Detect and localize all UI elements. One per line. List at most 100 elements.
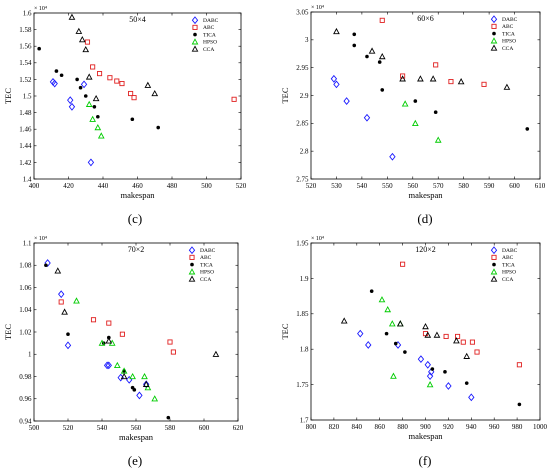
y-tick-label: 1.8 xyxy=(300,346,309,354)
data-point xyxy=(120,372,128,380)
data-point xyxy=(231,96,237,102)
panel-caption: (c) xyxy=(128,211,142,226)
x-tick-label: 620 xyxy=(233,424,244,432)
data-point xyxy=(399,75,406,82)
series-hpso xyxy=(73,297,159,402)
data-point xyxy=(343,97,350,105)
series-cca xyxy=(333,27,511,90)
legend-marker xyxy=(491,254,497,260)
legend-label: HPSO xyxy=(502,39,516,45)
data-point xyxy=(426,381,434,388)
legend-marker xyxy=(492,262,496,267)
x-tick-label: 580 xyxy=(165,424,176,432)
data-point xyxy=(128,90,134,97)
series-abc xyxy=(400,261,522,368)
legend-marker xyxy=(188,275,196,282)
y-tick-label: 0.94 xyxy=(19,417,32,425)
data-point xyxy=(368,47,376,54)
y-tick-label: 1.95 xyxy=(296,239,309,247)
y-multiplier: × 10⁴ xyxy=(311,5,324,11)
y-tick-label: 3 xyxy=(305,36,309,44)
legend-label: CCA xyxy=(502,277,513,283)
y-tick-label: 2.8 xyxy=(300,148,309,156)
data-point xyxy=(59,73,64,78)
x-tick-label: 960 xyxy=(489,423,500,431)
data-point xyxy=(369,289,374,293)
x-tick-label: 980 xyxy=(512,423,523,431)
y-tick-label: 1.02 xyxy=(19,328,32,336)
x-tick-label: 560 xyxy=(408,182,419,190)
data-point xyxy=(457,78,465,85)
data-point xyxy=(352,32,357,37)
x-axis-label: makespan xyxy=(409,431,444,441)
y-tick-label: 0.98 xyxy=(19,373,32,381)
data-point xyxy=(340,317,348,324)
legend-marker xyxy=(188,246,196,255)
x-tick-label: 530 xyxy=(331,182,342,190)
x-tick-label: 540 xyxy=(357,182,368,190)
data-point xyxy=(44,263,48,268)
x-tick-label: 940 xyxy=(466,423,477,431)
series-cca xyxy=(54,267,220,387)
data-point xyxy=(413,99,418,103)
data-point xyxy=(429,75,437,82)
y-tick-label: 1.44 xyxy=(19,142,32,150)
y-tick-label: 1.4 xyxy=(23,175,32,183)
data-point xyxy=(75,27,83,34)
y-tick-label: 1 xyxy=(28,351,32,359)
chart-title: 60×6 xyxy=(417,14,434,23)
chart-panel-3: 500 520 540 560 580 600 620 0.94 0.96 0.98 1 1.02 1.… xyxy=(3,236,244,468)
y-tick-label: 3.05 xyxy=(296,8,309,16)
legend-label: DABC xyxy=(502,248,518,254)
data-point xyxy=(98,339,106,346)
chart-panel-2: 520 530 540 550 560 570 580 590 600 610 2.75 2.8 2.8… xyxy=(280,5,546,226)
data-point xyxy=(433,62,439,68)
series-dabc xyxy=(44,259,150,400)
y-tick-label: 1.54 xyxy=(19,59,32,67)
x-tick-label: 610 xyxy=(535,182,546,190)
data-point xyxy=(448,79,454,85)
data-point xyxy=(37,46,41,51)
y-multiplier: × 10⁴ xyxy=(34,236,47,242)
data-point xyxy=(434,136,442,143)
legend-marker xyxy=(491,23,497,29)
x-tick-label: 1000 xyxy=(533,423,548,431)
data-point xyxy=(58,290,65,299)
data-point xyxy=(61,308,68,315)
series-hpso xyxy=(378,296,434,388)
data-point xyxy=(90,64,96,70)
legend-label: DABC xyxy=(203,18,219,24)
legend-label: DABC xyxy=(502,17,518,23)
data-point xyxy=(393,341,398,346)
x-tick-label: 860 xyxy=(374,423,385,431)
data-point xyxy=(363,113,371,122)
x-tick-label: 550 xyxy=(382,182,393,190)
y-multiplier: × 10⁴ xyxy=(311,236,324,242)
data-point xyxy=(380,88,385,92)
data-point xyxy=(400,261,406,267)
data-point xyxy=(464,381,469,385)
data-point xyxy=(516,362,522,368)
legend-marker xyxy=(490,268,498,275)
data-point xyxy=(58,299,64,305)
y-tick-label: 1.06 xyxy=(19,284,32,292)
legend-marker xyxy=(492,31,496,36)
y-tick-label: 1.56 xyxy=(19,43,32,51)
chart-title: 120×2 xyxy=(415,245,436,254)
legend-label: CCA xyxy=(200,277,211,283)
data-point xyxy=(66,332,70,337)
data-point xyxy=(54,69,59,73)
legend-marker xyxy=(191,45,199,52)
x-tick-label: 570 xyxy=(433,182,444,190)
x-axis-label: makespan xyxy=(119,432,154,442)
data-point xyxy=(131,95,137,101)
y-multiplier: × 10⁴ xyxy=(34,6,47,12)
data-point xyxy=(481,81,487,87)
data-point xyxy=(80,80,88,89)
data-point xyxy=(141,372,148,380)
legend-marker xyxy=(490,15,498,24)
x-tick-label: 880 xyxy=(397,423,408,431)
data-point xyxy=(463,352,471,359)
data-point xyxy=(411,119,419,126)
